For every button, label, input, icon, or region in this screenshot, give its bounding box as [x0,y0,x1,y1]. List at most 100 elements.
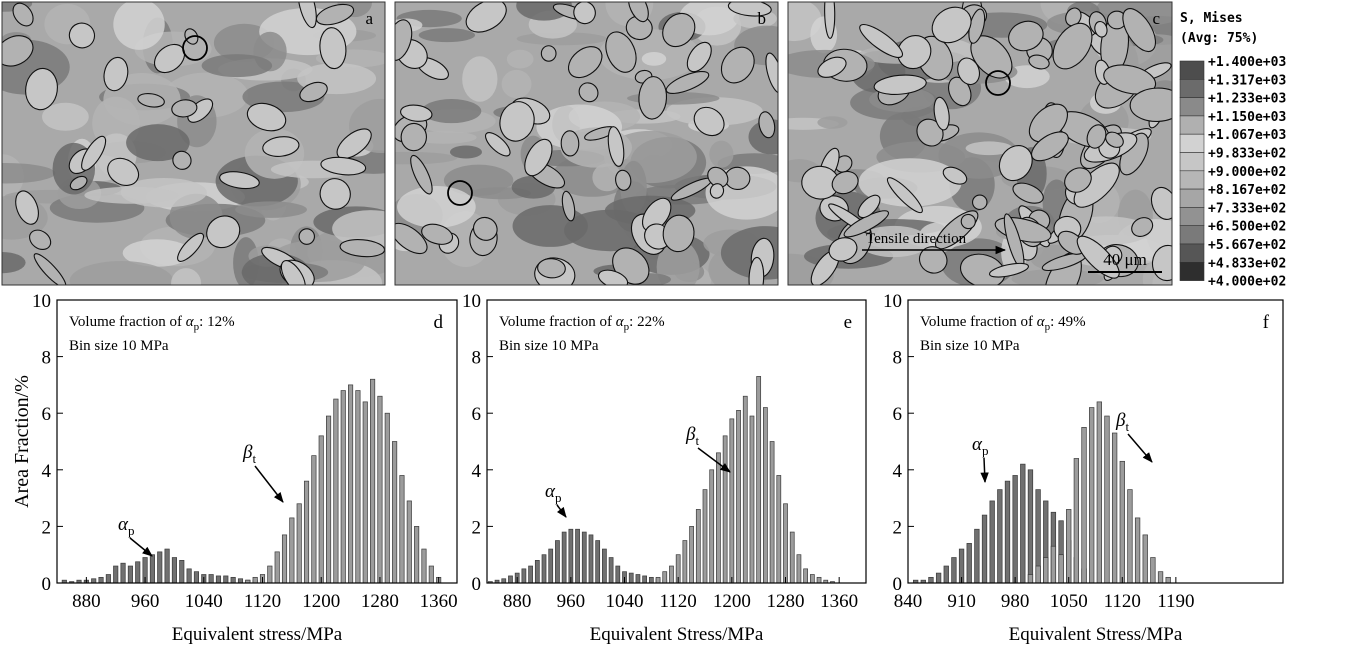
y-tick-label: 4 [42,461,52,482]
phase-symbol: α [118,514,129,535]
alpha-grain [1094,20,1108,38]
stress-region [2,163,56,184]
bar [1020,463,1026,584]
bar [1027,574,1034,584]
note-subscript: p [624,321,630,333]
alpha-grain [1129,87,1172,122]
bar [1165,576,1171,584]
alpha-grain [597,269,629,285]
bar [421,548,427,584]
stress-region [421,99,482,124]
bar [548,548,554,584]
alpha-grain [177,232,205,262]
x-tick-label: 1120 [660,591,697,612]
bar [1104,415,1110,584]
alpha-grain [897,35,932,70]
legend-swatch [1179,152,1205,172]
phase-annotation: αp [545,481,561,505]
alpha-grain [1012,182,1044,204]
alpha-grain [319,178,351,210]
alpha-grain [665,70,710,94]
x-axis-label: Equivalent Stress/MPa [590,624,764,645]
phase-symbol: β [242,442,253,463]
bar [113,565,119,584]
alpha-grain [662,214,695,253]
bar [105,574,111,584]
bar [370,378,376,584]
bar [303,480,310,584]
bar [348,384,354,584]
alpha-grain [638,76,668,120]
map-border [394,1,779,286]
stress-map: b [394,1,779,286]
alpha-grain [25,67,58,111]
alpha-grain [662,12,696,48]
bar [208,574,214,584]
x-tick-label: 1120 [244,591,281,612]
bar [803,568,808,584]
volume-note: Volume fraction of αp: 22% [499,314,665,333]
phase-symbol: α [972,434,983,455]
alpha-grain [707,166,729,188]
legend-swatch [1179,207,1205,226]
marker-circle [985,70,1011,96]
plot-frame [56,299,458,584]
stress-region [641,51,667,66]
x-tick-label: 1280 [361,591,399,612]
map-texture [395,2,778,285]
legend-level: +1.317e+03 [1208,73,1286,88]
bar [816,576,822,584]
alpha-grain [607,126,625,167]
plot-frame [907,299,1284,584]
bar [164,548,170,584]
alpha-grain [171,99,198,118]
bar [608,557,614,584]
x-tick-label: 960 [557,591,586,612]
stress-map: a [1,1,386,286]
legend-level: +8.167e+02 [1208,183,1286,198]
bar [521,568,527,584]
bar [981,514,988,584]
legend-level: +1.400e+03 [1208,55,1286,70]
x-tick-label: 1040 [606,591,644,612]
bar [1157,571,1164,584]
bar [935,572,942,584]
x-tick-label: 1050 [1050,591,1088,612]
alpha-grain [972,194,988,210]
alpha-grain [960,213,976,230]
alpha-grain [1028,54,1050,70]
bar [318,435,324,584]
bar [534,560,540,584]
y-tick-label: 10 [462,291,481,312]
bar [655,576,661,584]
tensile-label: Tensile direction [866,231,967,247]
legend-swatch [1179,115,1205,135]
alpha-grain [33,253,67,285]
x-tick-label: 1200 [302,591,340,612]
bar [682,540,688,584]
alpha-grain [12,2,34,27]
legend-level: +4.000e+02 [1208,275,1286,290]
bar [414,526,420,584]
scale-label: 40 μm [1103,250,1147,269]
alpha-grain [395,222,428,255]
alpha-grain [15,190,39,225]
bar [1150,557,1156,584]
bar [326,415,332,584]
marker-circle [447,180,473,206]
y-tick-label: 10 [32,291,51,312]
bar [722,435,728,584]
alpha-grain [709,183,725,199]
bar [997,489,1003,584]
legend-level: +5.667e+02 [1208,238,1286,253]
legend-swatch [1179,79,1205,98]
note-symbol: α [1037,314,1046,330]
bar [695,509,701,584]
bar [729,418,735,584]
bar [1096,401,1102,584]
phase-annotation: βt [242,442,256,466]
note-symbol: α [616,314,625,330]
alpha-grain [561,190,576,222]
bar [377,395,383,584]
